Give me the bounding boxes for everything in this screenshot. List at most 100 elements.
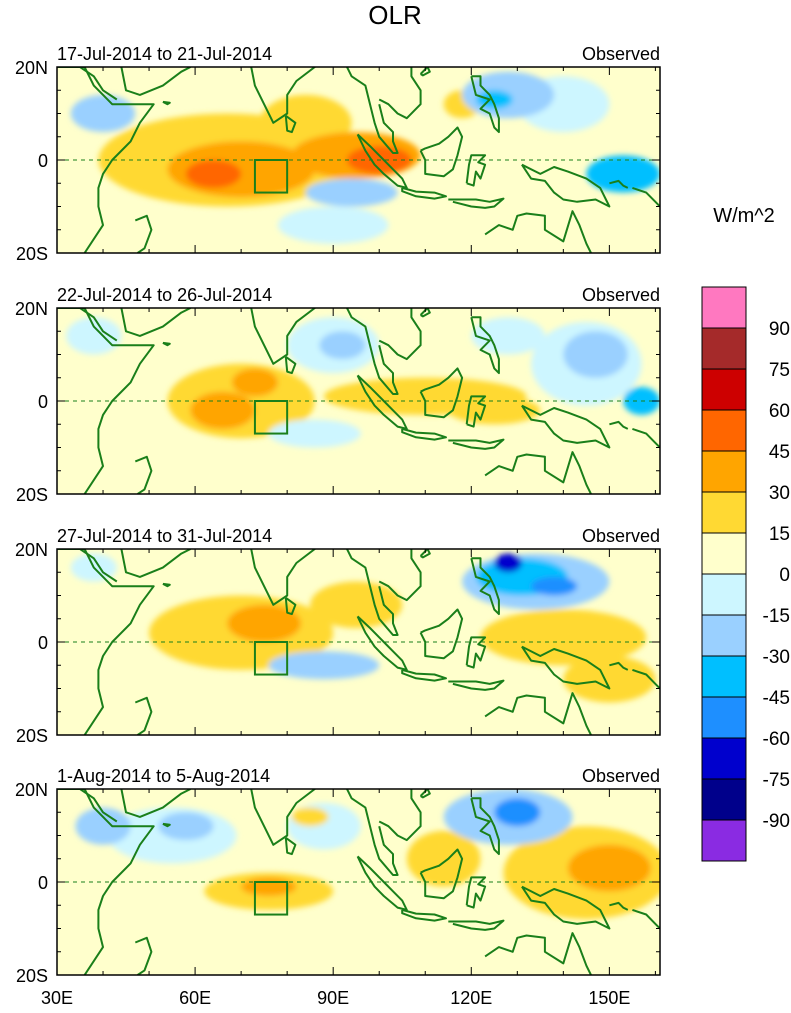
- coastline: [465, 154, 487, 187]
- coastline: [448, 438, 505, 450]
- positive-anomaly: [406, 830, 481, 887]
- colorbar-swatch: [701, 286, 747, 329]
- map-panel: 20N 0 20S 27-Jul-2014 to 31-Jul-2014 Observe…: [15, 526, 661, 746]
- coastline: [227, 549, 317, 606]
- colorbar-label: -75: [763, 770, 790, 791]
- colorbar-swatch: [701, 696, 747, 739]
- coastline: [120, 67, 191, 96]
- positive-anomaly: [190, 391, 255, 429]
- y-tick-label: 20S: [16, 726, 48, 746]
- positive-anomaly: [231, 368, 278, 397]
- coastline: [134, 455, 153, 494]
- coastline: [120, 789, 191, 818]
- positive-anomaly: [567, 844, 651, 892]
- coastline: [474, 777, 479, 779]
- colorbar-swatch: [701, 655, 747, 698]
- coastline: [465, 636, 487, 669]
- coastline: [227, 789, 317, 846]
- x-tick-label: 90E: [317, 988, 349, 1008]
- region-box: [253, 641, 289, 676]
- coastline: [419, 848, 464, 900]
- coastline: [345, 789, 399, 876]
- negative-anomaly: [586, 155, 660, 193]
- colorbar-swatch: [701, 819, 747, 862]
- coastline: [419, 126, 464, 178]
- coastline: [448, 919, 505, 931]
- coastline: [632, 427, 660, 449]
- panel-period-label: 22-Jul-2014 to 26-Jul-2014: [57, 285, 272, 305]
- positive-anomaly: [480, 609, 647, 666]
- negative-anomaly: [494, 798, 541, 827]
- colorbar-swatch: [701, 573, 747, 616]
- coastline: [474, 296, 479, 298]
- coastline: [378, 308, 422, 361]
- coastline: [284, 836, 297, 856]
- colorbar-label: -30: [763, 647, 790, 668]
- coastline: [609, 179, 629, 189]
- coastline: [448, 197, 505, 209]
- panel-period-label: 27-Jul-2014 to 31-Jul-2014: [57, 526, 272, 546]
- coastline: [134, 214, 153, 253]
- coastline: [419, 608, 464, 660]
- negative-anomaly: [494, 553, 522, 573]
- negative-anomaly: [319, 331, 366, 360]
- positive-anomaly: [448, 396, 541, 425]
- units-label: W/m^2: [713, 205, 775, 227]
- coastline: [134, 936, 153, 975]
- coastline: [401, 908, 447, 922]
- y-tick-label: 0: [38, 151, 48, 171]
- negative-anomaly: [471, 317, 545, 355]
- colorbar-label: 30: [769, 483, 790, 504]
- figure-title: OLR: [368, 0, 421, 30]
- olr-anomaly-field: [57, 537, 660, 735]
- coastline: [284, 596, 297, 616]
- coastline: [378, 789, 422, 842]
- coastline: [521, 163, 611, 208]
- y-tick-label: 0: [38, 633, 48, 653]
- coastline: [448, 679, 505, 691]
- negative-anomaly: [277, 206, 389, 244]
- coastline: [632, 908, 660, 930]
- olr-anomaly-field: [57, 777, 660, 975]
- y-tick-label: 20S: [16, 966, 48, 986]
- coastline: [609, 420, 629, 430]
- y-tick-label: 20N: [15, 299, 48, 319]
- coastline: [57, 549, 155, 735]
- colorbar-label: 45: [769, 442, 790, 463]
- panel-observed-label: Observed: [582, 526, 660, 546]
- coastline: [484, 692, 592, 735]
- coastline: [470, 316, 500, 375]
- coastline: [474, 537, 479, 539]
- coastline: [134, 696, 153, 735]
- x-tick-label: 120E: [450, 988, 492, 1008]
- colorbar-label: 60: [769, 401, 790, 422]
- coastline: [521, 404, 611, 449]
- negative-anomaly: [563, 331, 628, 378]
- colorbar-label: 0: [779, 565, 790, 586]
- coastline: [345, 67, 399, 154]
- coastline: [162, 100, 171, 106]
- coastline: [57, 789, 155, 975]
- region-box: [253, 881, 289, 916]
- negative-anomaly: [70, 94, 136, 133]
- y-tick-label: 20S: [16, 485, 48, 505]
- negative-anomaly: [531, 576, 578, 596]
- coastlines: [57, 296, 660, 494]
- colorbar-label: -15: [763, 606, 790, 627]
- colorbar-swatch: [701, 614, 747, 657]
- coastline: [284, 355, 297, 375]
- coastline: [162, 341, 171, 347]
- negative-anomaly: [158, 812, 214, 841]
- map-panel: 20N 0 20S 22-Jul-2014 to 26-Jul-2014 Observe…: [15, 285, 661, 505]
- x-tick-label: 150E: [588, 988, 630, 1008]
- coastline: [162, 822, 171, 828]
- coastline: [470, 557, 500, 616]
- coastline: [632, 668, 660, 690]
- x-axis: 30E 60E 90E 120E 150E: [41, 988, 630, 1008]
- colorbar-swatch: [701, 737, 747, 780]
- region-box: [253, 159, 289, 194]
- coastline: [401, 668, 447, 682]
- colorbar-swatch: [701, 368, 747, 411]
- coastline: [632, 186, 660, 208]
- negative-anomaly: [268, 651, 380, 680]
